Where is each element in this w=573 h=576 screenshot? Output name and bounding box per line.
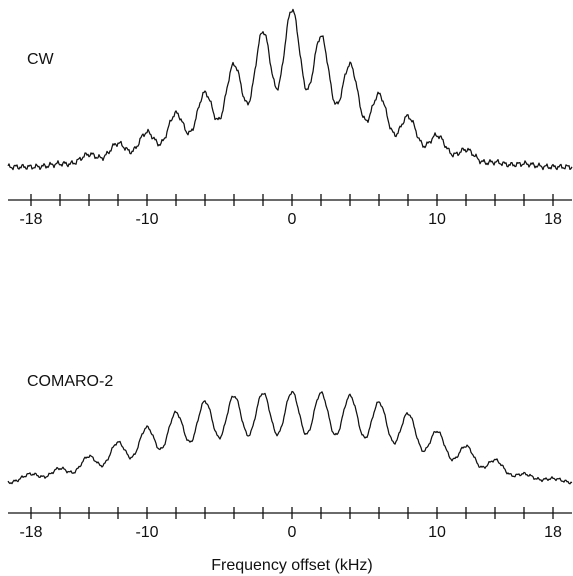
x-axis-label: Frequency offset (kHz) (211, 557, 373, 574)
comaro-tick-label: 10 (428, 524, 446, 541)
comaro-spectrum-panel: COMARO-2 -18 -10 0 10 18 (7, 373, 573, 541)
comaro-tick-label: -10 (135, 524, 158, 541)
comaro-spectrum-line (7, 390, 573, 485)
cw-tick-label: -18 (19, 211, 42, 228)
cw-series-label: CW (27, 51, 55, 68)
cw-tick-label: 0 (288, 211, 297, 228)
cw-spectrum-panel: CW -18 -10 0 10 18 (7, 8, 573, 228)
cw-spectrum-line (7, 8, 573, 171)
cw-tick-label: 10 (428, 211, 446, 228)
comaro-series-label: COMARO-2 (27, 373, 113, 390)
comaro-tick-label: 0 (288, 524, 297, 541)
comaro-tick-label: -18 (19, 524, 42, 541)
cw-tick-label: 18 (544, 211, 562, 228)
comaro-tick-label: 18 (544, 524, 562, 541)
cw-tick-label: -10 (135, 211, 158, 228)
